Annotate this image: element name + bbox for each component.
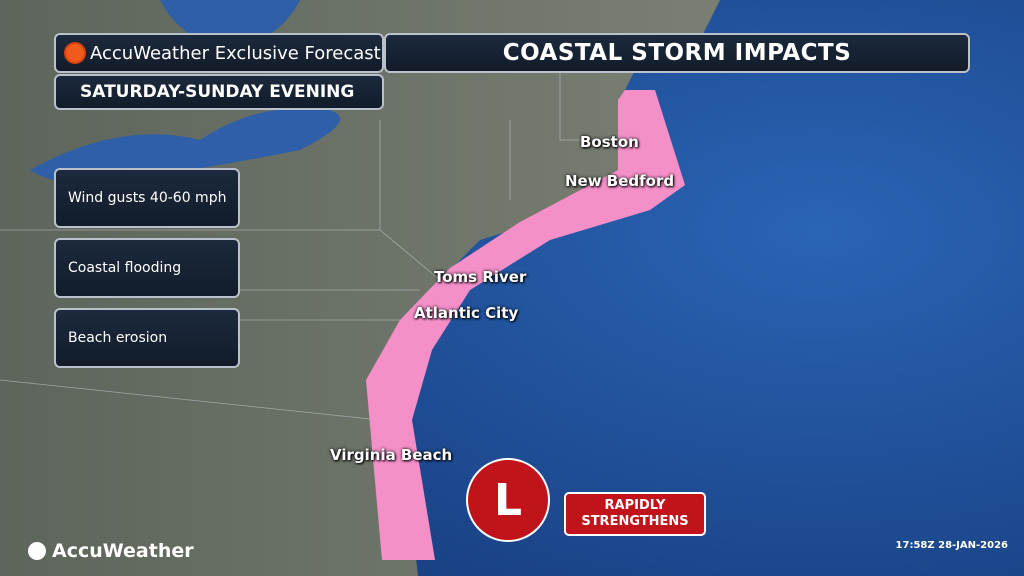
city-label-virginia-beach: Virginia Beach (330, 446, 453, 464)
sun-logo-icon (28, 542, 46, 560)
state-borders (0, 60, 620, 421)
brand-label: AccuWeather Exclusive Forecast (90, 42, 381, 64)
impact-erosion: Beach erosion (54, 308, 240, 368)
low-symbol: L (493, 474, 523, 526)
brand-header: AccuWeather Exclusive Forecast (54, 33, 384, 73)
badge-line-1: RAPIDLY (604, 498, 666, 513)
low-pressure-icon: L (466, 458, 550, 542)
city-label-atlantic-city: Atlantic City (414, 304, 519, 322)
page-title: COASTAL STORM IMPACTS (384, 33, 970, 73)
impact-flooding: Coastal flooding (54, 238, 240, 298)
city-label-boston: Boston (580, 133, 639, 151)
city-label-new-bedford: New Bedford (565, 172, 675, 190)
impact-area (366, 90, 685, 560)
city-label-toms-river: Toms River (434, 268, 527, 286)
badge-line-2: STRENGTHENS (581, 514, 689, 529)
impact-wind: Wind gusts 40-60 mph (54, 168, 240, 228)
rapidly-strengthens-badge: RAPIDLY STRENGTHENS (564, 492, 706, 536)
timestamp: 17:58Z 28-JAN-2026 (895, 540, 1008, 551)
time-period: SATURDAY-SUNDAY EVENING (54, 74, 384, 110)
sun-icon (66, 44, 84, 62)
accuweather-logo: AccuWeather (28, 540, 194, 562)
logo-text: AccuWeather (52, 540, 194, 562)
great-lakes (30, 0, 340, 184)
